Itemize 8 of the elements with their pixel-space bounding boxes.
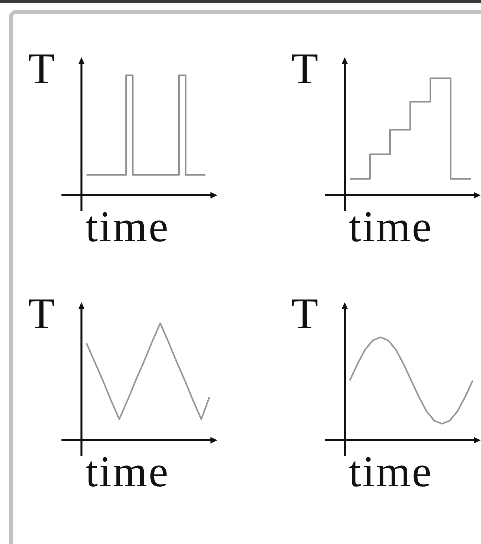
y-axis-title: T [28,44,56,94]
y-axis-title: T [292,44,319,94]
x-axis-title: time [349,448,434,496]
y-axis-title: T [28,290,56,338]
y-axis-title: T [292,290,319,338]
x-axis-title: time [86,448,170,496]
x-axis-title: time [349,202,434,252]
x-axis-title: time [86,202,170,252]
